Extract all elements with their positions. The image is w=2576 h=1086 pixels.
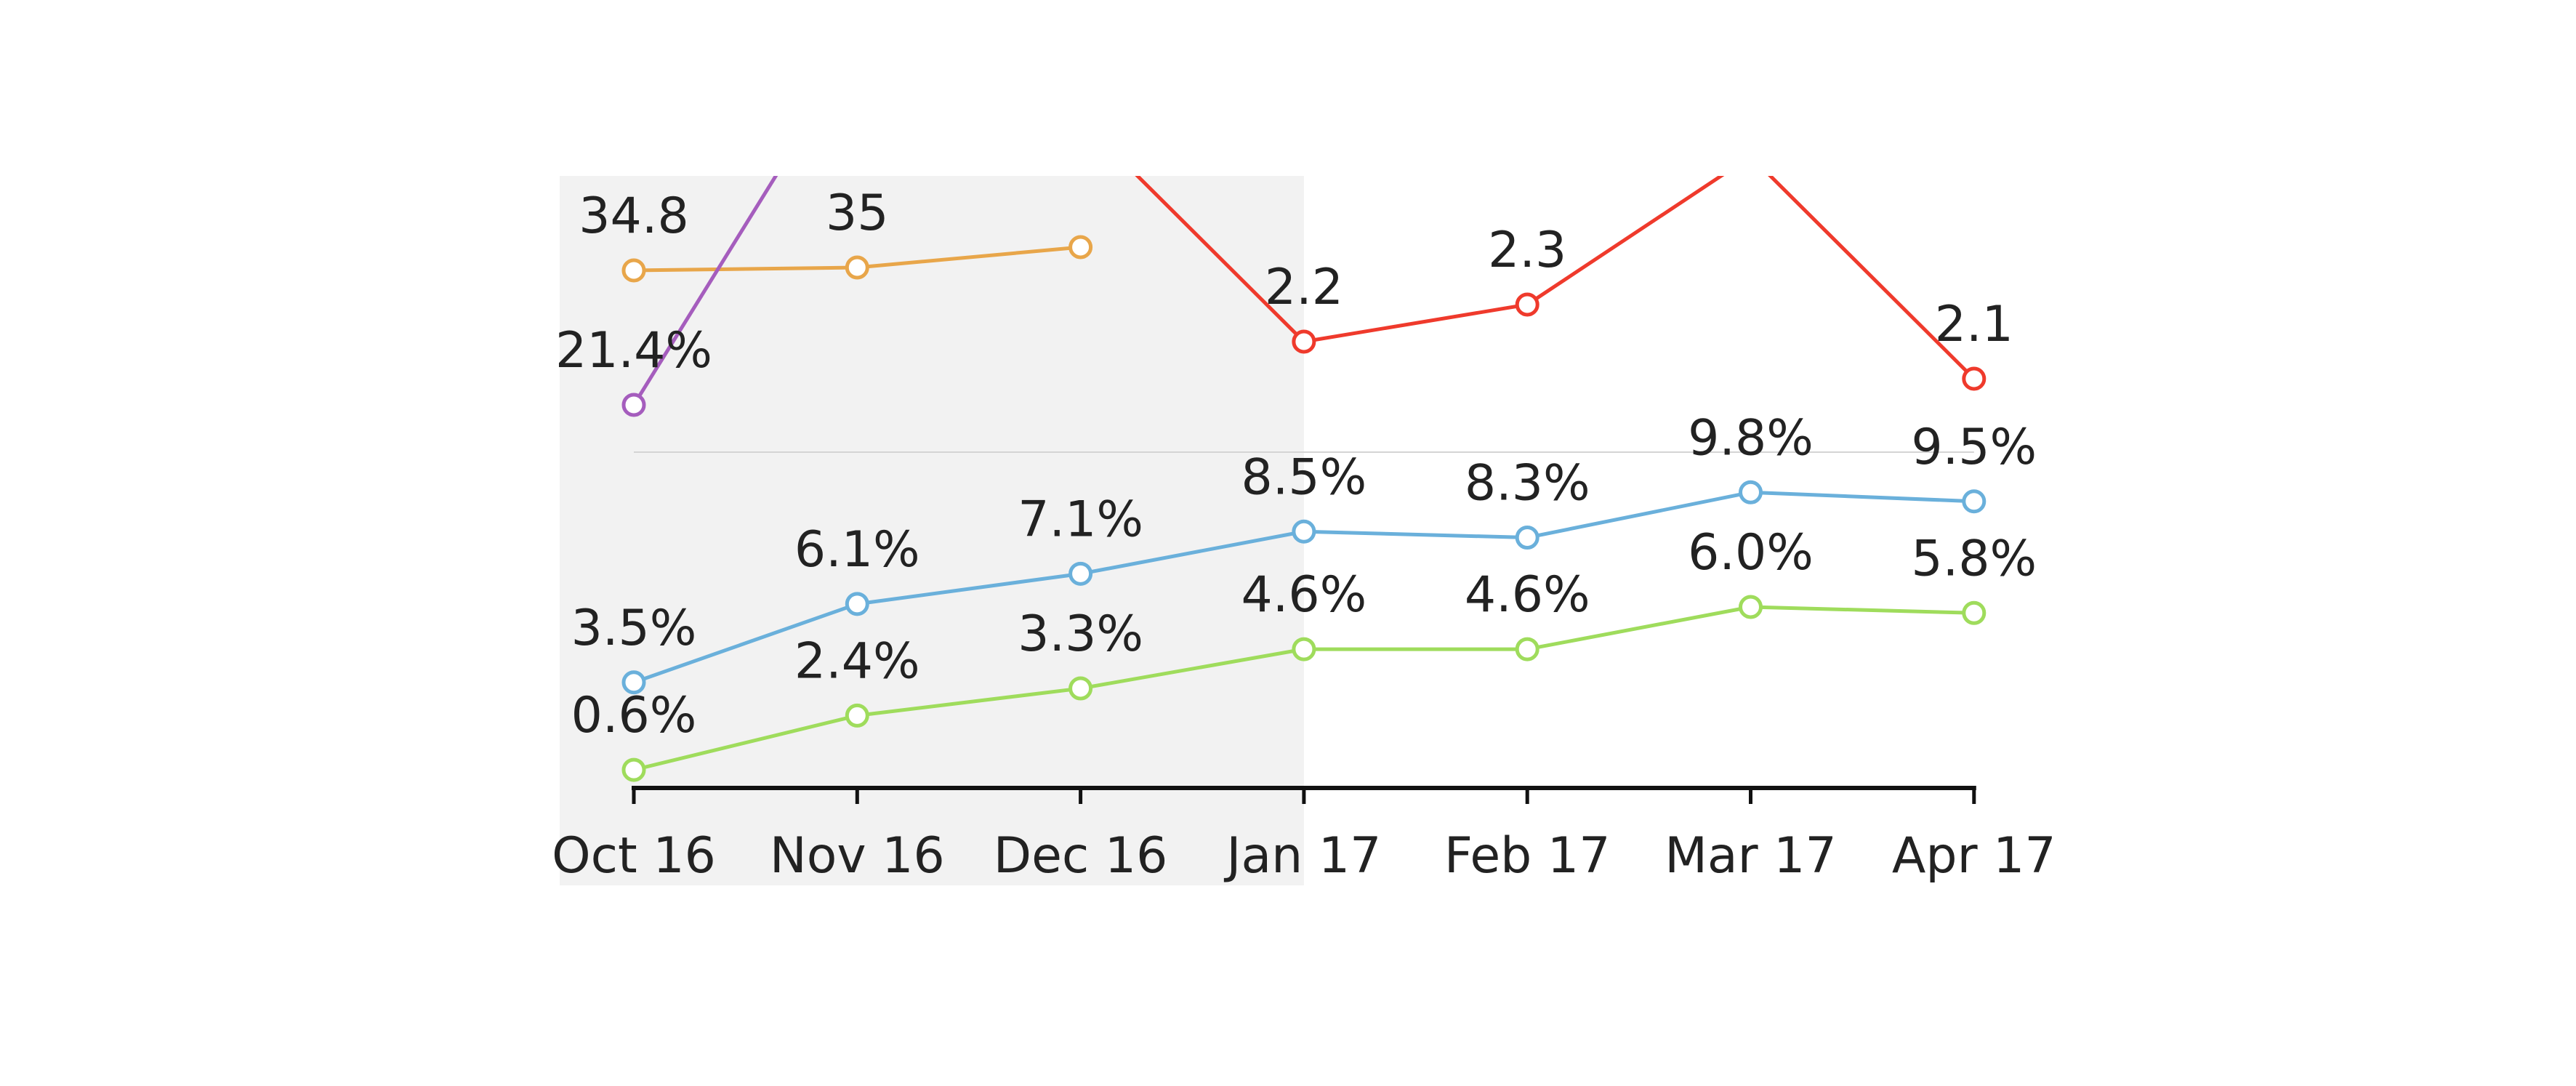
- series-0-point-0: [621, 258, 646, 283]
- series-1-label-0: 21.4%: [555, 322, 712, 379]
- series-1-line: [632, 176, 778, 406]
- series-2-point-4: [1515, 292, 1539, 317]
- series-3-label-4: 8.3%: [1465, 455, 1590, 512]
- series-4-point-2: [1068, 676, 1093, 701]
- series-3-point-4: [1515, 526, 1539, 550]
- series-3-point-6: [1962, 489, 1987, 514]
- x-tick-label-3: Jan 17: [1223, 827, 1381, 885]
- shaded-period: [560, 176, 1304, 885]
- series-2-label-4: 2.3: [1488, 222, 1566, 279]
- series-4-label-0: 0.6%: [571, 687, 697, 744]
- series-2-point-2: [1071, 109, 1091, 129]
- series-3-point-0: [621, 670, 646, 695]
- series-4-point-4: [1515, 637, 1539, 661]
- series-3-point-2: [1068, 561, 1093, 586]
- series-0-point-2: [1068, 235, 1093, 260]
- series-2-label-6: 2.1: [1935, 296, 2013, 353]
- series-3-point-5: [1739, 480, 1763, 504]
- series-4-label-3: 4.6%: [1241, 566, 1367, 624]
- series-3-label-1: 6.1%: [794, 521, 920, 579]
- series-0-label-1: 35: [826, 185, 889, 242]
- x-tick-label-2: Dec 16: [994, 827, 1168, 885]
- series-3-label-2: 7.1%: [1018, 491, 1143, 548]
- series-4-point-6: [1962, 600, 1987, 625]
- series-4-point-1: [845, 703, 869, 728]
- series-3-point-1: [845, 592, 869, 616]
- series-3-label-5: 9.8%: [1688, 409, 1814, 467]
- series-4-label-1: 2.4%: [794, 632, 920, 690]
- x-tick-label-0: Oct 16: [552, 827, 716, 885]
- series-0-label-0: 34.8: [579, 188, 688, 245]
- series-2-point-5: [1741, 146, 1761, 166]
- series-4-point-3: [1292, 637, 1316, 661]
- series-3-label-0: 3.5%: [571, 600, 697, 657]
- series-4-label-4: 4.6%: [1465, 566, 1590, 624]
- series-4-label-6: 5.8%: [1911, 530, 2037, 587]
- x-tick-label-4: Feb 17: [1444, 827, 1611, 885]
- x-tick-label-1: Nov 16: [770, 827, 945, 885]
- series-4-point-5: [1739, 595, 1763, 619]
- x-tick-label-6: Apr 17: [1892, 827, 2056, 885]
- series-1-point-0: [621, 393, 646, 417]
- x-tick-label-5: Mar 17: [1665, 827, 1836, 885]
- series-2-point-6: [1962, 366, 1987, 391]
- series-2-label-3: 2.2: [1265, 259, 1343, 316]
- series-4-label-2: 3.3%: [1018, 606, 1143, 663]
- series-4-label-5: 6.0%: [1688, 524, 1814, 582]
- series-3-label-6: 9.5%: [1911, 419, 2037, 476]
- series-1-point-1: [847, 34, 867, 55]
- series-4-point-0: [621, 757, 646, 782]
- series-3-point-3: [1292, 519, 1316, 544]
- series-2-point-3: [1292, 329, 1316, 354]
- series-3-label-3: 8.5%: [1241, 449, 1367, 506]
- series-0-point-1: [845, 255, 869, 280]
